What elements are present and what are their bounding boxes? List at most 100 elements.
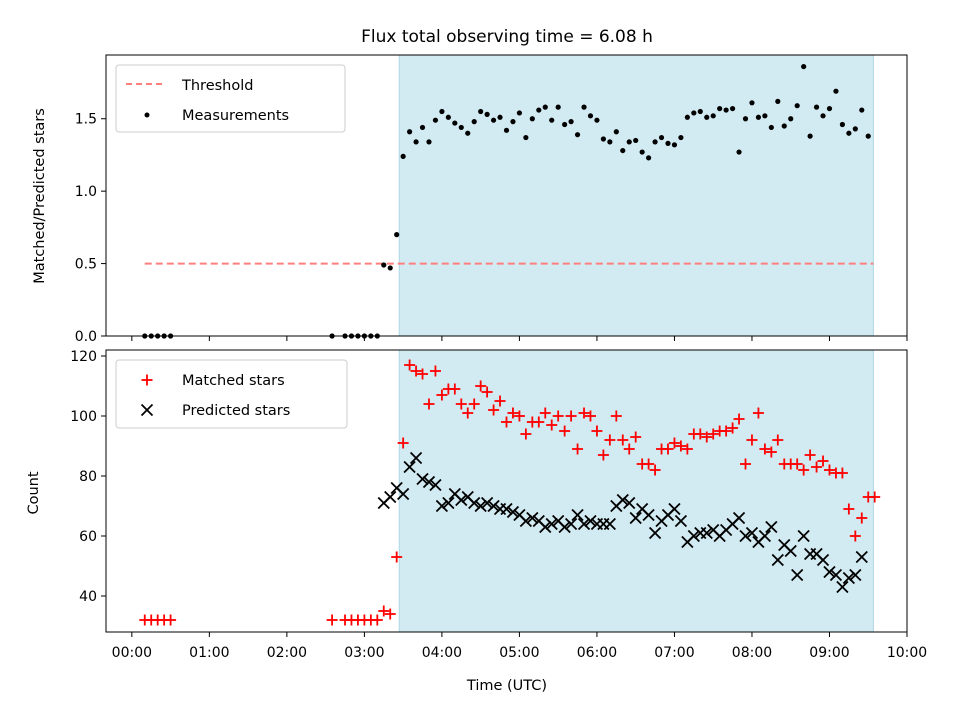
matched-star-point (513, 410, 525, 422)
matched-star-point (752, 407, 764, 419)
measurement-point (471, 119, 477, 125)
cross-stroke-b (403, 460, 416, 474)
matched-star-point (591, 425, 603, 437)
measurement-point (697, 108, 703, 115)
cross-stroke-b (707, 523, 720, 537)
matched-star-point (559, 425, 571, 437)
cross-stroke-b (836, 580, 849, 594)
legend-predicted-swatch (140, 403, 154, 417)
cross-stroke-b (435, 499, 449, 513)
predicted-star-point (745, 526, 759, 540)
predicted-star-point (506, 505, 520, 519)
matched-star-point (481, 386, 493, 398)
count-legend-box (115, 359, 348, 429)
predicted-star-point (435, 499, 449, 513)
measurement-point (691, 110, 697, 116)
cross-stroke-b (765, 520, 778, 534)
measurement-point (549, 117, 555, 123)
measurement-point (723, 107, 729, 113)
cross-stroke-b (468, 496, 481, 510)
measurement-point (839, 121, 846, 128)
matched-star-point (494, 395, 506, 407)
cross-stroke-b (558, 520, 571, 534)
measurement-point (413, 139, 419, 145)
matched-star-point (668, 437, 680, 449)
ratio-x-ticks (131, 336, 908, 341)
cross-stroke-b (584, 514, 597, 528)
cross-stroke-b (519, 514, 533, 528)
matched-star-point (623, 443, 635, 455)
cross-stroke-b (648, 526, 662, 540)
measurement-point (484, 111, 490, 117)
measurement-point (665, 140, 671, 146)
matched-star-point (488, 404, 500, 416)
measurement-point (516, 110, 523, 116)
matched-star-point (449, 383, 461, 395)
matched-star-point (662, 443, 674, 455)
predicted-star-point (603, 517, 616, 531)
y-tick-label: 0.0 (75, 329, 97, 345)
measurement-point (452, 120, 458, 126)
matched-star-point (429, 365, 441, 377)
measurement-point (419, 124, 426, 131)
measurement-point (729, 105, 736, 112)
predicted-star-point (539, 520, 552, 534)
chart-title: Flux total observing time = 6.08 h (361, 27, 653, 47)
measurement-point (781, 123, 787, 129)
measurement-point (684, 114, 690, 120)
cross-stroke-b (455, 493, 468, 507)
cross-stroke-b (545, 517, 558, 531)
measurement-point (536, 107, 542, 113)
matched-star-point (746, 434, 758, 446)
matched-star-point (378, 605, 390, 617)
measurement-point (620, 147, 626, 154)
matched-star-point (455, 398, 467, 410)
cross-stroke-b (771, 553, 784, 567)
predicted-star-point (784, 544, 797, 558)
measurement-point (497, 114, 503, 120)
measurement-point (523, 134, 529, 141)
cross-stroke-b (552, 514, 565, 528)
matched-star-point (468, 398, 480, 410)
y-tick-label: 0.5 (75, 257, 97, 273)
cross-stroke-b (668, 502, 681, 516)
measurement-point (568, 119, 574, 125)
matched-star-point (462, 407, 474, 419)
predicted-star-point (577, 517, 591, 531)
cross-stroke-b (390, 481, 403, 495)
matched-star-point (520, 428, 532, 440)
cross-stroke-b (480, 496, 494, 510)
matched-star-point (759, 443, 771, 455)
measurement-point (426, 139, 432, 145)
predicted-star-point (397, 487, 410, 501)
cross-stroke-b (816, 553, 830, 567)
matched-star-point (643, 458, 655, 470)
ratio-plot-frame (105, 54, 908, 337)
cross-stroke-b (758, 529, 772, 543)
matched-star-point (475, 380, 487, 392)
legend-matched-swatch (141, 374, 153, 386)
matched-star-point (727, 422, 739, 434)
count-y-ticks: 40 60 80 100 120 (70, 349, 106, 605)
x-tick-label: 04:00 (422, 645, 462, 661)
cross-stroke-b (409, 451, 423, 465)
measurement-point (555, 104, 561, 110)
predicted-star-point (519, 514, 533, 528)
ratio-legend: Threshold Measurements (115, 64, 346, 133)
measurement-point (510, 119, 516, 125)
matched-star-point (371, 614, 383, 626)
measurement-point (562, 121, 568, 128)
predicted-star-point (468, 496, 481, 510)
measurement-point (846, 130, 852, 136)
matched-star-point (817, 455, 829, 467)
matched-star-point (681, 443, 693, 455)
matched-star-point (765, 446, 777, 458)
cross-stroke-b (422, 475, 436, 489)
legend-matched-label: Matched stars (182, 373, 285, 389)
measurement-point (671, 142, 678, 148)
measurement-point (439, 108, 445, 115)
count-panel: 40 60 80 100 120 00:00 01:00 02:00 03:00 04:00 05… (26, 349, 927, 694)
measurement-point (594, 117, 600, 123)
measurement-point (813, 104, 820, 110)
measurement-point (478, 108, 484, 115)
